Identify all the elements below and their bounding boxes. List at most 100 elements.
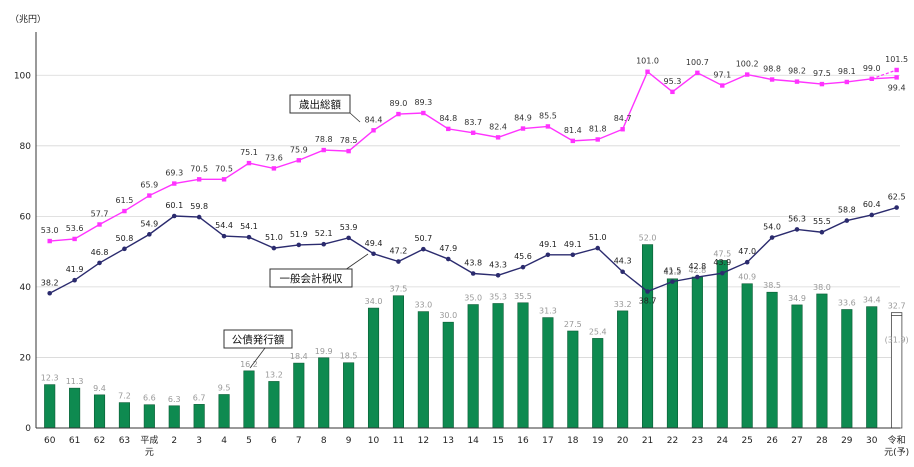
bond-value-label: 37.5 (390, 285, 408, 294)
bond-bar (467, 304, 479, 429)
tax-point (47, 290, 52, 296)
tax-point (147, 232, 152, 237)
spend-value-label: 100.2 (736, 60, 759, 69)
x-tick-label: 3 (196, 436, 202, 446)
tax-value-label: 43.8 (464, 259, 482, 268)
spend-value-label: 70.5 (215, 164, 233, 173)
tax-point (819, 229, 825, 235)
tax-line-series (47, 205, 899, 296)
spend-point (545, 124, 551, 129)
spend-point (271, 166, 277, 171)
x-tick-label: 平成 (140, 434, 158, 446)
bond-bar (841, 309, 853, 429)
tax-value-label: 54.1 (240, 222, 258, 231)
spend-extra-dash (871, 69, 897, 80)
spend-value-label: 69.3 (165, 169, 183, 178)
spend-point (172, 181, 177, 186)
bond-bar (69, 387, 81, 429)
tax-value-label: 38.2 (41, 278, 59, 287)
spend-value-label: 84.7 (614, 114, 632, 123)
spend-value-label: 82.4 (489, 122, 507, 131)
spend-value-label: 98.1 (838, 67, 856, 76)
bond-value-label: 18.4 (290, 352, 308, 361)
tax-point (894, 205, 899, 210)
spend-value-label: 98.8 (763, 65, 781, 74)
spend-point (695, 70, 700, 76)
x-tick-label: 8 (321, 436, 327, 446)
bond-value-label: 27.5 (564, 320, 582, 329)
tax-value-label: 43.9 (713, 258, 731, 267)
tax-point (122, 246, 127, 252)
spend-point (72, 236, 77, 242)
spend-callout: 歳出総額 (289, 94, 361, 123)
spend-point (446, 126, 451, 132)
bond-bar (666, 278, 679, 429)
bond-bar (816, 293, 828, 429)
bond-bar (542, 317, 554, 429)
tax-point (495, 272, 501, 278)
bond-value-label: 35.5 (514, 292, 532, 301)
x-tick-label: 29 (841, 436, 853, 446)
bond-value-label: 30.0 (439, 311, 457, 320)
tax-value-label: 51.9 (290, 230, 308, 239)
bond-bar (417, 311, 429, 429)
spend-value-label: 84.8 (439, 114, 457, 123)
bond-bar (766, 291, 778, 429)
bond-value-label: 13.2 (265, 370, 283, 379)
spend-value-label: 70.5 (190, 164, 208, 173)
tax-point (246, 234, 252, 240)
spend-point (221, 177, 227, 182)
x-tick-label: 24 (717, 436, 729, 446)
bond-value-label: 33.0 (414, 301, 432, 310)
tax-value-label: 44.3 (614, 257, 632, 266)
tax-value-label: 49.1 (564, 240, 582, 249)
tax-value-label: 51.0 (265, 233, 283, 242)
spend-point (196, 177, 202, 182)
spend-point (520, 126, 526, 131)
bond-value-label: 33.6 (838, 298, 856, 307)
x-tick-label: 5 (246, 436, 252, 446)
x-tick-label: 19 (592, 436, 604, 446)
bond-bar (243, 370, 255, 429)
tax-value-label: 47.9 (439, 244, 457, 253)
tax-point (221, 233, 227, 239)
x-tick-label: 16 (517, 436, 529, 446)
tax-value-label: 50.7 (414, 234, 432, 243)
tax-point (396, 259, 401, 264)
tax-point (171, 213, 177, 219)
bond-value-label: 9.4 (93, 384, 106, 393)
bond-bar (442, 321, 454, 429)
tax-value-label: 43.3 (489, 260, 507, 269)
spend-point (595, 137, 600, 142)
x-tick-label: 元 (145, 448, 154, 458)
tax-point (670, 279, 675, 284)
tax-value-label: 47.0 (738, 247, 756, 256)
spend-point (794, 79, 800, 84)
spend-value-label: 81.8 (589, 124, 607, 133)
y-tick-label: 40 (20, 283, 32, 293)
bond-value-label: 38.5 (763, 281, 781, 290)
tax-value-label: 42.8 (688, 262, 706, 271)
spend-point (147, 193, 152, 198)
spend-value-label: 83.7 (464, 118, 482, 127)
tax-point (595, 245, 601, 251)
x-tick-label: 元(予) (884, 447, 909, 458)
bond-bar (293, 362, 305, 429)
spend-value-label: 95.3 (664, 77, 682, 86)
spend-point (371, 128, 376, 133)
spend-value-label: 73.6 (265, 153, 283, 162)
bond-value-label: 34.4 (863, 296, 881, 305)
bond-callout-label: 公債発行額 (232, 333, 285, 346)
bond-value-label: 38.0 (813, 283, 831, 292)
bond-value-label: 42.8 (688, 266, 706, 275)
spend-point (670, 89, 675, 95)
y-tick-label: 80 (20, 142, 32, 152)
tax-point (72, 277, 77, 283)
tax-point (421, 246, 426, 252)
spend-value-label: 75.1 (240, 148, 258, 157)
x-tick-label: 22 (667, 436, 678, 446)
spend-point (296, 158, 301, 163)
bond-bar (343, 362, 355, 429)
spend-point (570, 138, 576, 144)
